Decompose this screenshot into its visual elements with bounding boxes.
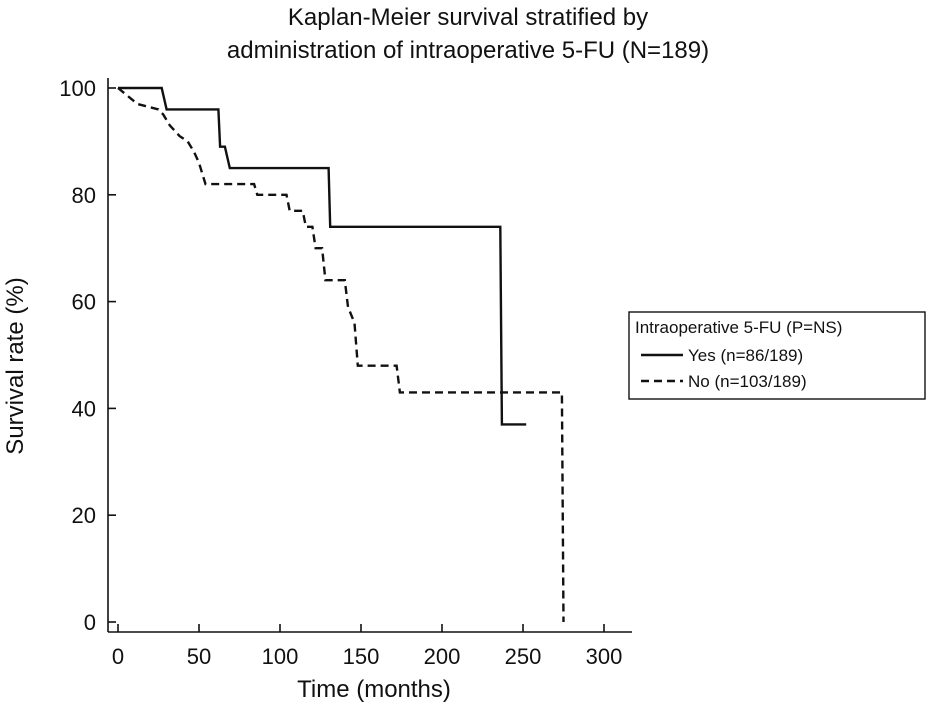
chart-title-line-1: Kaplan-Meier survival stratified by <box>288 4 648 31</box>
x-tick-label: 0 <box>112 644 124 669</box>
y-tick-label: 100 <box>59 76 96 101</box>
axes <box>107 78 632 633</box>
survival-curve-yes <box>118 86 527 426</box>
y-tick-label: 0 <box>84 610 96 635</box>
x-tick-label: 100 <box>262 644 299 669</box>
chart-title-line-2: administration of intraoperative 5-FU (N… <box>227 37 709 64</box>
y-tick-label: 20 <box>72 503 96 528</box>
legend-entry-yes: Yes (n=86/189) <box>688 346 803 365</box>
survival-curves <box>117 86 565 623</box>
survival-curve-no <box>117 87 565 623</box>
legend: Intraoperative 5-FU (P=NS) Yes (n=86/189… <box>628 311 926 400</box>
legend-entry-no: No (n=103/189) <box>688 372 807 391</box>
y-axis-label: Survival rate (%) <box>2 277 29 454</box>
y-ticks: 0 20 40 60 80 100 <box>59 76 116 635</box>
x-ticks: 0 50 100 150 200 250 300 <box>112 624 622 669</box>
x-tick-label: 300 <box>586 644 623 669</box>
x-axis-label: Time (months) <box>297 676 451 703</box>
x-tick-label: 200 <box>424 644 461 669</box>
y-tick-label: 60 <box>72 290 96 315</box>
legend-title: Intraoperative 5-FU (P=NS) <box>635 318 842 337</box>
y-tick-label: 80 <box>72 183 96 208</box>
y-tick-label: 40 <box>72 396 96 421</box>
x-tick-label: 50 <box>187 644 211 669</box>
x-tick-label: 150 <box>343 644 380 669</box>
x-tick-label: 250 <box>505 644 542 669</box>
